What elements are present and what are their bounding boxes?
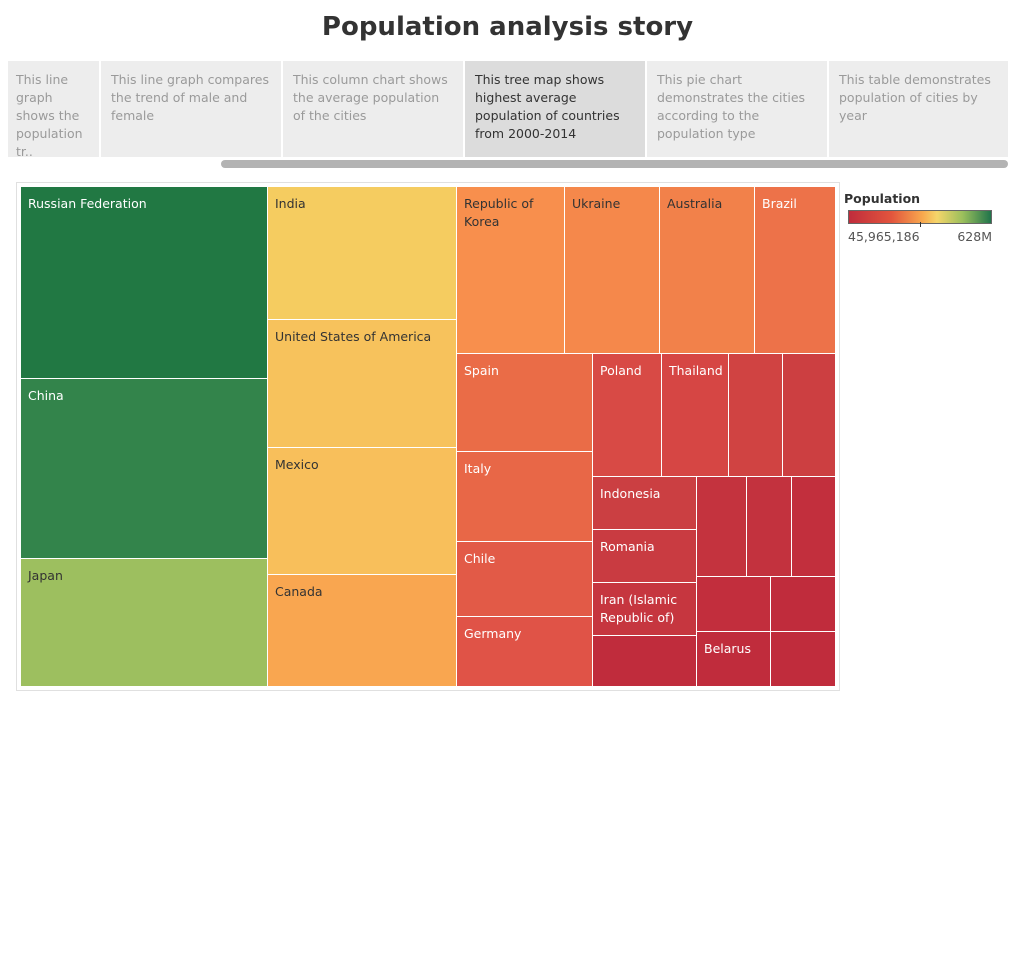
- treemap-tile[interactable]: Iran (Islamic Republic of): [593, 583, 697, 636]
- treemap-chart: Russian Federation China Japan India United …: [16, 182, 840, 691]
- treemap-tile[interactable]: Thailand: [662, 354, 729, 477]
- treemap-tile-label: Mexico: [275, 457, 319, 472]
- story-point-4[interactable]: This tree map shows highest average popu…: [465, 61, 645, 157]
- story-point-2[interactable]: This line graph compares the trend of ma…: [101, 61, 281, 157]
- treemap-tile[interactable]: Canada: [268, 575, 457, 687]
- treemap-tile[interactable]: [729, 354, 783, 477]
- story-point-label: This line graph compares the trend of ma…: [111, 72, 269, 123]
- treemap-tile-label: China: [28, 388, 64, 403]
- treemap-tile[interactable]: Germany: [457, 617, 593, 687]
- treemap-tile[interactable]: [747, 477, 792, 577]
- treemap-tile-label: Thailand: [669, 363, 723, 378]
- treemap-tile-label: Russian Federation: [28, 196, 147, 211]
- treemap-tile[interactable]: Russian Federation: [21, 187, 268, 379]
- treemap-tile[interactable]: India: [268, 187, 457, 320]
- story-point-label: This column chart shows the average popu…: [293, 72, 448, 123]
- treemap-tile[interactable]: Indonesia: [593, 477, 697, 530]
- treemap-tile-label: Chile: [464, 551, 496, 566]
- story-point-1[interactable]: This line graph shows the population tr.…: [8, 61, 99, 157]
- treemap-tile[interactable]: Italy: [457, 452, 593, 542]
- treemap-tile-label: Republic of Korea: [464, 196, 534, 229]
- treemap-tile[interactable]: Spain: [457, 354, 593, 452]
- treemap-tile-label: Canada: [275, 584, 323, 599]
- story-title: Population analysis story: [321, 12, 694, 42]
- treemap-tile-label: United States of America: [275, 329, 432, 344]
- story-point-label: This table demonstrates population of ci…: [839, 72, 991, 123]
- treemap-tile-label: Brazil: [762, 196, 797, 211]
- treemap-tile[interactable]: Mexico: [268, 448, 457, 575]
- treemap-tile[interactable]: [792, 477, 836, 577]
- treemap-tile[interactable]: [771, 577, 836, 632]
- treemap-tile-label: Ukraine: [572, 196, 621, 211]
- treemap-tile[interactable]: United States of America: [268, 320, 457, 448]
- treemap-tile-label: Iran (Islamic Republic of): [600, 592, 678, 625]
- story-point-label: This tree map shows highest average popu…: [475, 72, 620, 141]
- treemap-tile[interactable]: Poland: [593, 354, 662, 477]
- treemap-tile[interactable]: [783, 354, 836, 477]
- story-point-label: This line graph shows the population tr.…: [16, 72, 83, 157]
- treemap-tile-label: Japan: [28, 568, 63, 583]
- treemap-tile-label: Poland: [600, 363, 642, 378]
- story-point-6[interactable]: This table demonstrates population of ci…: [829, 61, 1008, 157]
- treemap-tile-label: Spain: [464, 363, 499, 378]
- treemap-tile[interactable]: Brazil: [755, 187, 836, 354]
- treemap-tile-label: Italy: [464, 461, 492, 476]
- legend-min-label: 45,965,186: [848, 229, 920, 244]
- treemap-tile-label: Germany: [464, 626, 522, 641]
- color-legend: Population 45,965,186 628M: [844, 191, 996, 244]
- legend-title: Population: [844, 191, 921, 206]
- treemap-tile-label: Australia: [667, 196, 723, 211]
- treemap-tile[interactable]: Chile: [457, 542, 593, 617]
- treemap-tile-label: Indonesia: [600, 486, 661, 501]
- treemap-tile[interactable]: China: [21, 379, 268, 559]
- legend-tick-mark: [920, 222, 921, 227]
- treemap-tile[interactable]: Romania: [593, 530, 697, 583]
- treemap-tile[interactable]: [593, 636, 697, 687]
- treemap-tile[interactable]: Japan: [21, 559, 268, 687]
- treemap-tile-label: India: [275, 196, 306, 211]
- legend-max-label: 628M: [957, 229, 992, 244]
- story-point-3[interactable]: This column chart shows the average popu…: [283, 61, 463, 157]
- treemap-tile-label: Belarus: [704, 641, 751, 656]
- treemap-tile[interactable]: Republic of Korea: [457, 187, 565, 354]
- treemap-tile[interactable]: Belarus: [697, 632, 771, 687]
- treemap-tile[interactable]: [697, 577, 771, 632]
- horizontal-scrollbar[interactable]: [221, 160, 1008, 168]
- story-point-5[interactable]: This pie chart demonstrates the cities a…: [647, 61, 827, 157]
- treemap-tile[interactable]: [697, 477, 747, 577]
- treemap-tile-label: Romania: [600, 539, 655, 554]
- treemap-tile[interactable]: Australia: [660, 187, 755, 354]
- treemap-tile[interactable]: [771, 632, 836, 687]
- story-point-label: This pie chart demonstrates the cities a…: [657, 72, 806, 141]
- story-navigator: This line graph shows the population tr.…: [8, 61, 1008, 157]
- treemap-tile[interactable]: Ukraine: [565, 187, 660, 354]
